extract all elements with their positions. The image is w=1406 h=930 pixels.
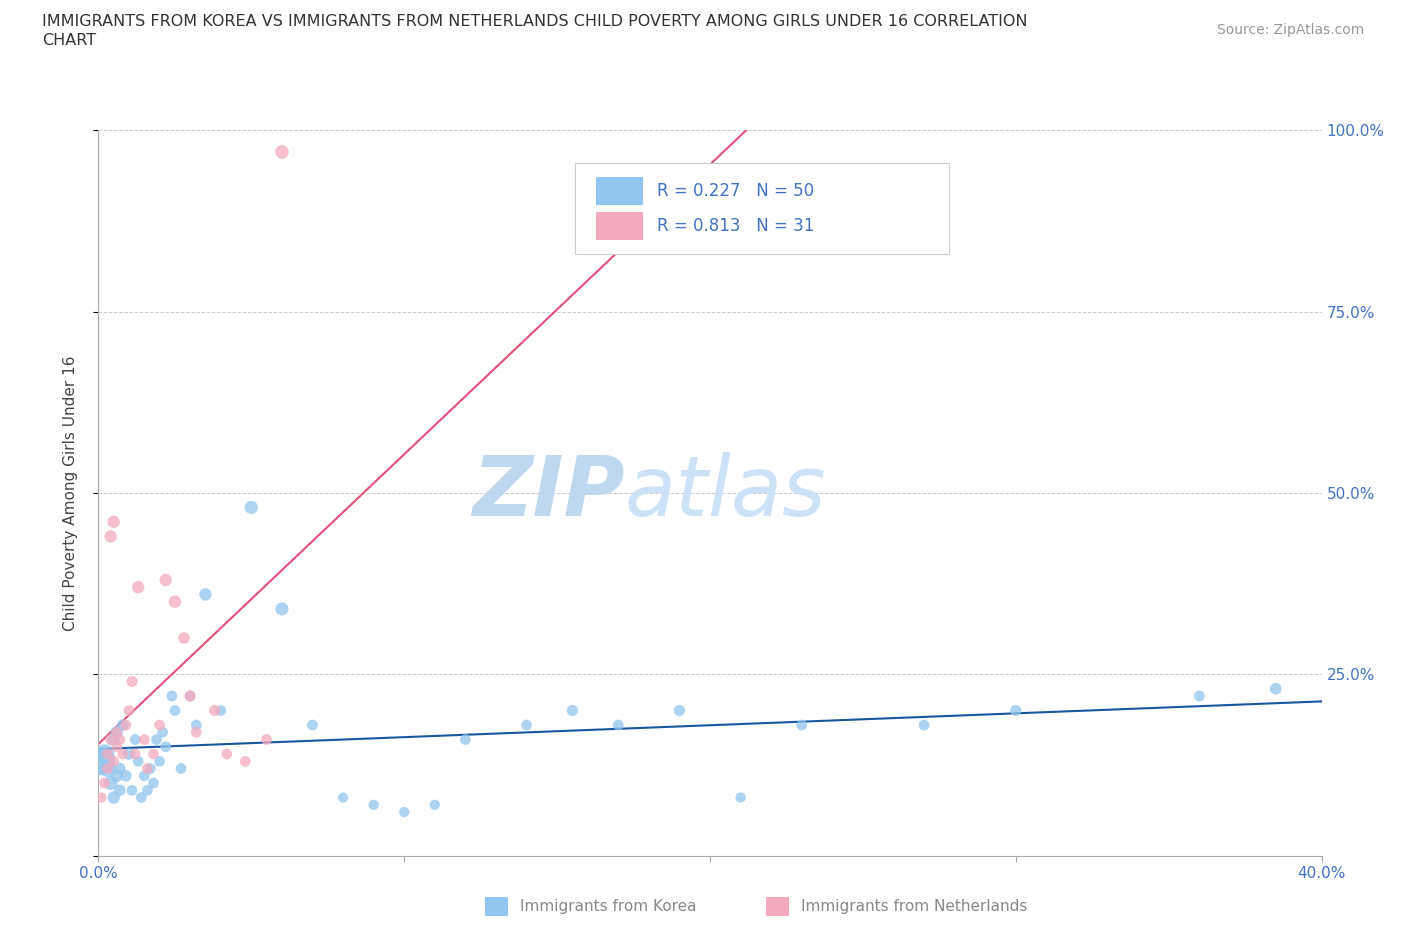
Point [155, 573, 177, 588]
Point [139, 761, 162, 776]
Text: IMMIGRANTS FROM KOREA VS IMMIGRANTS FROM NETHERLANDS CHILD POVERTY AMONG GIRLS U: IMMIGRANTS FROM KOREA VS IMMIGRANTS FROM… [42, 14, 1028, 29]
Text: Immigrants from Netherlands: Immigrants from Netherlands [801, 899, 1028, 914]
Text: Immigrants from Korea: Immigrants from Korea [520, 899, 697, 914]
Point [173, 631, 195, 645]
Point [142, 776, 165, 790]
Point [149, 754, 172, 769]
Point [209, 703, 232, 718]
Point [301, 718, 323, 733]
Point [90, 790, 112, 805]
Point [121, 674, 143, 689]
Point [516, 718, 538, 733]
Point [423, 797, 446, 812]
Point [1004, 703, 1026, 718]
Point [142, 747, 165, 762]
Point [103, 732, 125, 747]
Point [454, 732, 477, 747]
Text: R = 0.813   N = 31: R = 0.813 N = 31 [658, 217, 815, 235]
Point [115, 718, 138, 733]
Point [204, 703, 226, 718]
Point [108, 783, 131, 798]
Y-axis label: Child Poverty Among Girls Under 16: Child Poverty Among Girls Under 16 [63, 355, 77, 631]
Point [668, 703, 690, 718]
Point [100, 732, 122, 747]
Point [163, 594, 186, 609]
Point [115, 768, 138, 783]
Point [100, 529, 122, 544]
Point [1264, 682, 1286, 697]
Point [1188, 688, 1211, 703]
Point [233, 754, 256, 769]
Point [256, 732, 278, 747]
Point [108, 732, 131, 747]
Point [186, 718, 208, 733]
Point [129, 790, 152, 805]
Point [124, 747, 146, 762]
Point [270, 602, 292, 617]
Point [607, 718, 630, 733]
Point [93, 776, 115, 790]
Text: R = 0.227   N = 50: R = 0.227 N = 50 [658, 182, 814, 200]
Point [105, 724, 128, 739]
Point [127, 579, 149, 594]
Point [111, 718, 134, 733]
Point [105, 724, 128, 739]
Point [103, 754, 125, 769]
Point [127, 754, 149, 769]
Point [912, 718, 935, 733]
FancyBboxPatch shape [596, 212, 643, 240]
Point [97, 761, 120, 776]
Point [392, 804, 416, 819]
Point [170, 761, 193, 776]
Point [149, 718, 172, 733]
Point [97, 747, 120, 762]
Point [108, 761, 131, 776]
FancyBboxPatch shape [575, 163, 949, 254]
Text: ZIP: ZIP [472, 452, 624, 534]
Point [145, 732, 167, 747]
Point [561, 703, 583, 718]
Point [105, 768, 128, 783]
Point [163, 703, 186, 718]
Point [90, 754, 112, 769]
Point [111, 747, 134, 762]
Point [134, 732, 156, 747]
Text: Source: ZipAtlas.com: Source: ZipAtlas.com [1216, 23, 1364, 37]
Point [194, 587, 217, 602]
Point [240, 500, 263, 515]
Point [152, 724, 174, 739]
Point [179, 688, 201, 703]
Point [93, 747, 115, 762]
Point [118, 747, 141, 762]
Point [136, 761, 159, 776]
Point [103, 514, 125, 529]
Point [155, 739, 177, 754]
Point [790, 718, 813, 733]
Point [134, 768, 156, 783]
Point [121, 783, 143, 798]
Text: CHART: CHART [42, 33, 96, 47]
Point [124, 732, 146, 747]
Point [160, 688, 183, 703]
Point [118, 703, 141, 718]
Point [730, 790, 752, 805]
Point [100, 776, 122, 790]
Point [136, 783, 159, 798]
Point [270, 144, 292, 159]
Point [105, 739, 128, 754]
Text: atlas: atlas [624, 452, 827, 534]
Point [363, 797, 385, 812]
Point [332, 790, 354, 805]
FancyBboxPatch shape [596, 178, 643, 205]
Point [179, 688, 201, 703]
Point [186, 724, 208, 739]
Point [103, 790, 125, 805]
Point [215, 747, 238, 762]
Point [97, 761, 120, 776]
